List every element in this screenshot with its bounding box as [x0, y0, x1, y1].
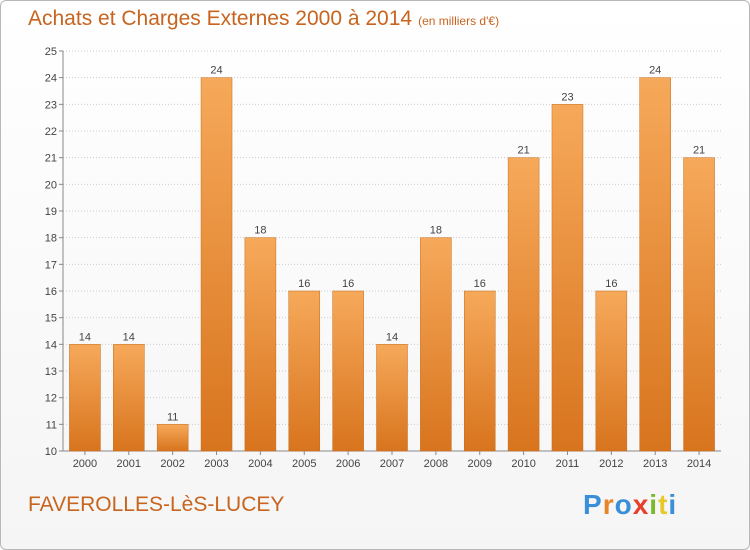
- y-tick-label: 15: [45, 313, 57, 325]
- bar: [551, 104, 584, 452]
- data-label: 14: [386, 331, 398, 343]
- bar: [683, 157, 715, 452]
- x-tick-label: 2010: [511, 458, 535, 470]
- bar: [463, 290, 496, 452]
- data-label: 16: [298, 278, 310, 290]
- y-tick-label: 22: [45, 126, 57, 138]
- chart-title: Achats et Charges Externes 2000 à 2014 (e…: [28, 7, 499, 31]
- bar: [156, 424, 189, 452]
- bar: [639, 77, 671, 452]
- bar: [595, 290, 628, 452]
- x-tick-label: 2009: [467, 458, 491, 470]
- bar: [200, 77, 233, 452]
- bar: [244, 237, 277, 452]
- x-tick-label: 2008: [424, 458, 448, 470]
- x-tick-label: 2014: [687, 458, 711, 470]
- place-name: FAVEROLLES-LèS-LUCEY: [28, 493, 285, 516]
- bar: [420, 237, 452, 452]
- x-tick-label: 2013: [643, 458, 667, 470]
- logo-letter: r: [602, 489, 615, 520]
- bar: [507, 157, 540, 452]
- data-label: 18: [430, 225, 442, 237]
- data-label: 18: [254, 225, 266, 237]
- data-label: 23: [561, 91, 573, 103]
- bar: [332, 290, 364, 452]
- y-tick-label: 13: [45, 366, 57, 378]
- x-tick-label: 2000: [73, 458, 97, 470]
- x-tick-label: 2007: [380, 458, 404, 470]
- y-tick-label: 21: [45, 153, 57, 165]
- y-tick-label: 19: [45, 206, 57, 218]
- bar: [288, 290, 321, 452]
- data-label: 14: [79, 331, 91, 343]
- bar: [69, 344, 101, 452]
- y-tick-label: 24: [45, 73, 57, 85]
- data-label: 24: [210, 65, 222, 77]
- data-label: 16: [342, 278, 354, 290]
- x-tick-label: 2005: [292, 458, 316, 470]
- data-label: 14: [123, 331, 135, 343]
- logo-letter: t: [658, 489, 669, 520]
- y-tick-label: 12: [45, 393, 57, 405]
- logo-letter: x: [632, 489, 650, 520]
- y-tick-label: 18: [45, 233, 57, 245]
- logo-letter: i: [649, 489, 659, 520]
- data-label: 11: [167, 411, 178, 423]
- x-tick-label: 2006: [336, 458, 360, 470]
- y-tick-label: 23: [45, 99, 57, 111]
- bar: [113, 344, 145, 452]
- y-tick-label: 17: [45, 259, 57, 271]
- proxiti-logo: Proxiti: [583, 489, 677, 521]
- x-tick-label: 2002: [160, 458, 184, 470]
- y-tick-label: 14: [45, 339, 57, 351]
- chart-title-text: Achats et Charges Externes 2000 à 2014: [28, 7, 413, 30]
- y-tick-label: 16: [45, 286, 57, 298]
- bar: [376, 344, 408, 452]
- x-tick-label: 2004: [248, 458, 272, 470]
- logo-letter: P: [583, 489, 603, 520]
- x-tick-label: 2011: [556, 458, 580, 470]
- logo-letter: o: [614, 489, 633, 520]
- chart-unit: (en milliers d'€): [418, 14, 500, 28]
- data-label: 21: [517, 145, 529, 157]
- logo-letter: i: [668, 489, 678, 520]
- data-label: 16: [605, 278, 617, 290]
- x-tick-label: 2001: [117, 458, 141, 470]
- y-tick-label: 20: [45, 179, 57, 191]
- data-label: 16: [474, 278, 486, 290]
- x-tick-label: 2003: [204, 458, 228, 470]
- y-tick-label: 25: [45, 46, 57, 58]
- x-tick-label: 2012: [599, 458, 623, 470]
- data-label: 21: [693, 145, 705, 157]
- data-label: 24: [649, 65, 661, 77]
- y-tick-label: 11: [46, 419, 57, 431]
- y-tick-label: 10: [45, 446, 57, 458]
